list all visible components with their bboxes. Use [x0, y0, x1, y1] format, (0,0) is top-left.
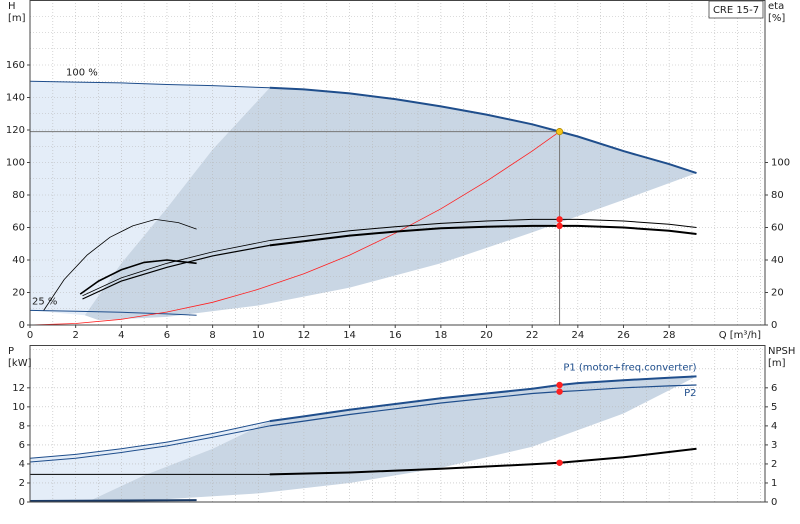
x-tick-label: 24: [571, 330, 584, 341]
curve: [29, 131, 560, 326]
x-tick-label: 18: [435, 330, 448, 341]
curve: [269, 384, 697, 427]
operating-point: [556, 222, 563, 230]
y-tick-label: 60: [12, 223, 25, 234]
x-tick-label: 14: [343, 330, 356, 341]
x-tick-label: 26: [617, 330, 630, 341]
y-tick-label: 160: [6, 60, 25, 71]
y2-tick-label: 60: [771, 223, 784, 234]
y-tick-label: 140: [6, 93, 25, 104]
operating-region: [30, 81, 270, 316]
y-axis-unit: [m]: [8, 13, 26, 24]
curve-label: P2: [684, 388, 696, 399]
curve: [29, 499, 197, 502]
operating-point: [556, 216, 563, 223]
curve: [269, 375, 697, 423]
x-tick-label: 16: [389, 330, 402, 341]
curve: [29, 309, 197, 316]
x-tick-label: 10: [252, 330, 265, 341]
x-tick-label: 28: [663, 330, 676, 341]
y-tick-label: 80: [12, 190, 25, 201]
y2-tick-label: 4: [771, 421, 777, 432]
curve-label: P1 (motor+freq.converter): [563, 362, 696, 373]
operating-region: [84, 87, 697, 321]
y-tick-label: 120: [6, 125, 25, 136]
y2-tick-label: 2: [771, 459, 777, 470]
y-tick-label: 6: [19, 440, 25, 451]
product-box: [708, 0, 764, 19]
y2-tick-label: 1: [771, 478, 777, 489]
y2-tick-label: 0: [771, 497, 777, 508]
curve: [29, 425, 270, 463]
y-axis-label: P: [8, 346, 14, 357]
curve-label: 100 %: [66, 67, 98, 78]
y-tick-label: 0: [19, 320, 25, 331]
curve: [79, 259, 197, 295]
operating-region: [87, 376, 697, 502]
y-tick-label: 10: [12, 402, 25, 413]
operating-point: [556, 388, 563, 395]
x-tick-label: 12: [298, 330, 311, 341]
operating-point: [555, 128, 564, 136]
y-axis-label: H: [8, 1, 16, 12]
x-tick-label: 22: [526, 330, 539, 341]
y-tick-label: 100: [6, 158, 25, 169]
y-tick-label: 12: [12, 383, 25, 394]
y2-tick-label: 3: [771, 440, 777, 451]
y2-tick-label: 5: [771, 402, 777, 413]
y2-tick-label: 6: [771, 383, 777, 394]
curve: [29, 80, 270, 89]
operating-point: [556, 459, 563, 466]
curve: [82, 244, 270, 300]
x-tick-label: 0: [27, 330, 33, 341]
y-tick-label: 40: [12, 255, 25, 266]
y2-tick-label: 0: [771, 320, 777, 331]
curve: [82, 240, 270, 297]
operating-point: [556, 381, 563, 389]
curve: [269, 224, 697, 247]
x-tick-label: 20: [480, 330, 493, 341]
x-tick-label: 8: [209, 330, 215, 341]
x-tick-label: 4: [118, 330, 124, 341]
operating-region: [30, 421, 270, 502]
curve-label: 25 %: [32, 296, 57, 307]
x-tick-label: 6: [164, 330, 170, 341]
plot-frame: [29, 345, 766, 503]
y2-axis-unit: [%]: [768, 13, 785, 24]
y2-tick-label: 40: [771, 255, 784, 266]
curve: [269, 447, 697, 476]
y2-axis-unit: [m]: [768, 358, 786, 369]
curve: [29, 420, 270, 459]
curve: [269, 86, 697, 175]
y-tick-label: 8: [19, 421, 25, 432]
y2-axis-label: eta: [768, 1, 784, 12]
y-tick-label: 20: [12, 288, 25, 299]
curve: [43, 218, 197, 311]
y2-tick-label: 20: [771, 288, 784, 299]
product-label: CRE 15-7: [713, 5, 759, 16]
y2-tick-label: 100: [771, 158, 790, 169]
y-tick-label: 4: [19, 459, 25, 470]
y-axis-unit: [kW]: [8, 358, 32, 369]
x-axis-label: Q [m³/h]: [719, 330, 761, 341]
y-tick-label: 0: [19, 497, 25, 508]
y2-axis-label: NPSH: [768, 346, 795, 357]
y-tick-label: 2: [19, 478, 25, 489]
y2-tick-label: 80: [771, 190, 784, 201]
curve: [269, 218, 697, 241]
x-tick-label: 2: [72, 330, 78, 341]
